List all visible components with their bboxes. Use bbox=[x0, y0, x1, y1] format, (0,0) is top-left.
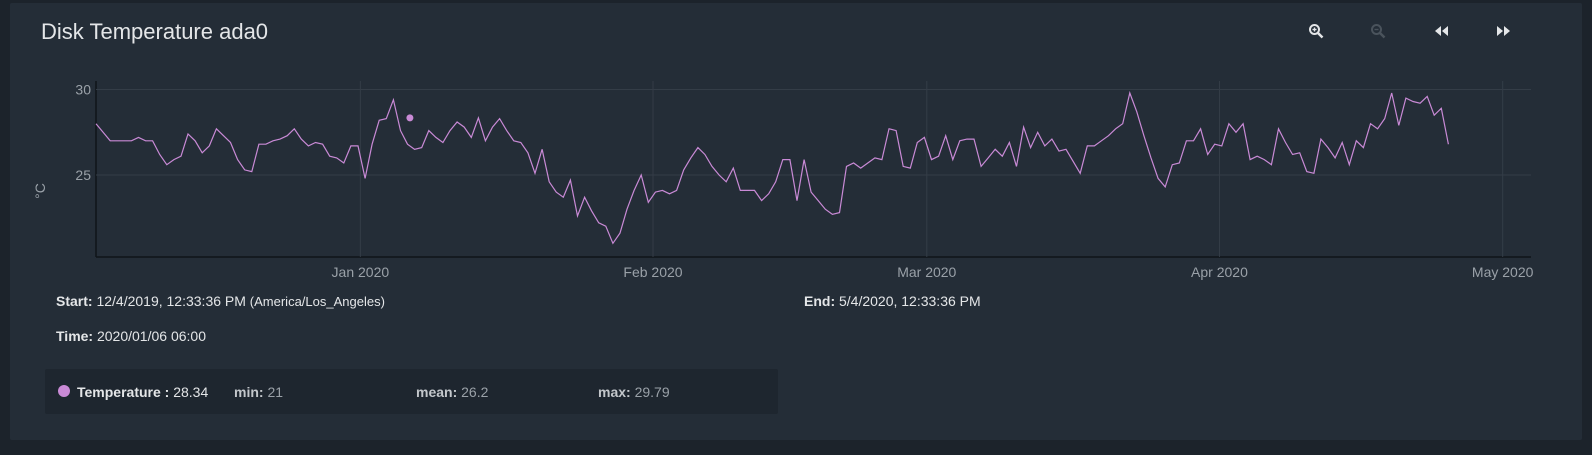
hover-time: Time: 2020/01/06 06:00 bbox=[56, 328, 206, 344]
chart-card: Disk Temperature ada0 25 30 Jan 2020 Feb 2… bbox=[10, 3, 1582, 440]
start-label: Start: bbox=[56, 293, 93, 309]
legend-series-label: Temperature : bbox=[77, 384, 170, 400]
temperature-series-line bbox=[95, 90, 1449, 245]
end-range: End: 5/4/2020, 12:33:36 PM bbox=[804, 293, 981, 309]
legend-min-value: 21 bbox=[267, 384, 284, 400]
x-tick-label: Mar 2020 bbox=[897, 264, 956, 280]
fast-forward-icon[interactable] bbox=[1491, 18, 1517, 44]
time-label: Time: bbox=[56, 328, 94, 344]
zoom-out-icon[interactable] bbox=[1365, 18, 1391, 44]
rewind-icon[interactable] bbox=[1428, 18, 1454, 44]
hover-point bbox=[406, 114, 414, 122]
legend: Temperature : 28.34 min: 21 mean: 26.2 m… bbox=[45, 369, 778, 414]
end-label: End: bbox=[804, 293, 836, 309]
temperature-chart[interactable]: 25 30 Jan 2020 Feb 2020 Mar 2020 Apr 2020 May… bbox=[10, 3, 1582, 293]
legend-series: Temperature : 28.34 bbox=[77, 384, 208, 400]
chart-title: Disk Temperature ada0 bbox=[41, 19, 269, 44]
start-timezone: (America/Los_Angeles) bbox=[249, 294, 385, 309]
series-color-dot bbox=[58, 385, 70, 397]
y-tick-label: 30 bbox=[75, 82, 91, 98]
zoom-in-icon[interactable] bbox=[1303, 18, 1329, 44]
legend-min: min: 21 bbox=[234, 384, 283, 400]
legend-mean: mean: 26.2 bbox=[416, 384, 488, 400]
y-axis-label: °C bbox=[32, 183, 48, 199]
time-value: 2020/01/06 06:00 bbox=[96, 328, 206, 344]
legend-min-label: min: bbox=[234, 384, 264, 400]
legend-series-value: 28.34 bbox=[173, 384, 209, 400]
start-range: Start: 12/4/2019, 12:33:36 PM (America/L… bbox=[56, 293, 385, 309]
legend-max: max: 29.79 bbox=[598, 384, 670, 400]
x-tick-label: May 2020 bbox=[1472, 264, 1534, 280]
x-tick-label: Jan 2020 bbox=[332, 264, 390, 280]
legend-max-label: max: bbox=[598, 384, 631, 400]
legend-mean-label: mean: bbox=[416, 384, 458, 400]
end-value: 5/4/2020, 12:33:36 PM bbox=[839, 293, 981, 309]
start-value: 12/4/2019, 12:33:36 PM bbox=[96, 293, 246, 309]
legend-mean-value: 26.2 bbox=[461, 384, 489, 400]
x-tick-label: Apr 2020 bbox=[1191, 264, 1248, 280]
legend-max-value: 29.79 bbox=[634, 384, 670, 400]
y-tick-label: 25 bbox=[75, 167, 91, 183]
x-tick-label: Feb 2020 bbox=[623, 264, 682, 280]
